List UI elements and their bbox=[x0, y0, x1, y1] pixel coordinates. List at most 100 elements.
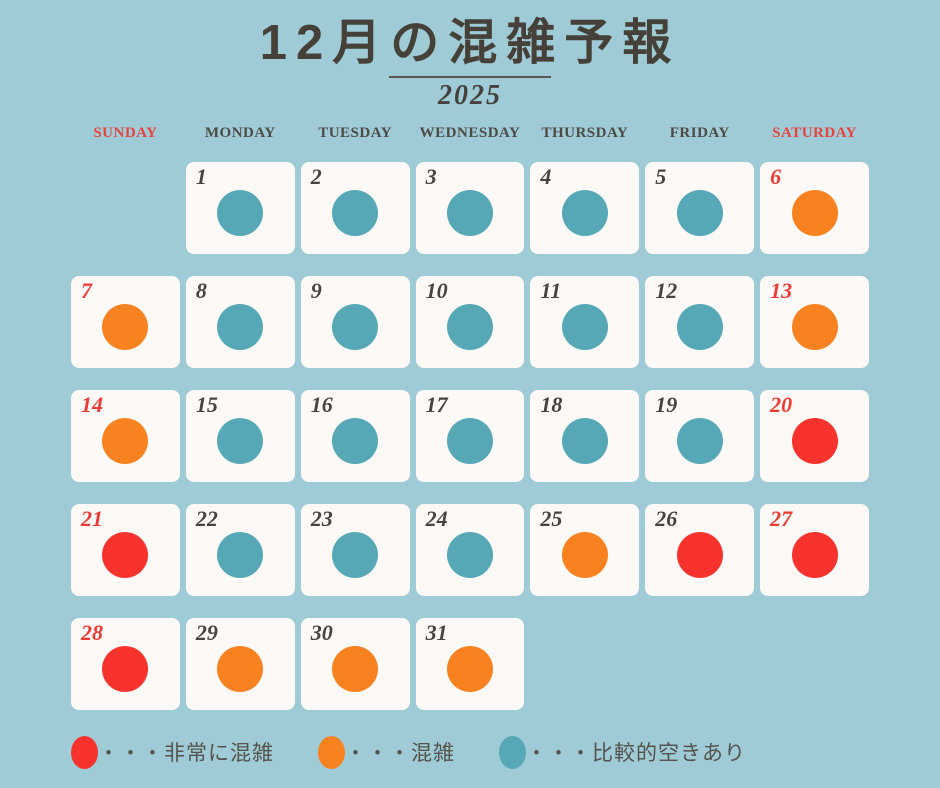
day-number: 14 bbox=[81, 391, 103, 417]
day-cell-14: 14 bbox=[71, 389, 180, 482]
day-cell-20: 20 bbox=[760, 389, 869, 482]
status-dot-relatively-free bbox=[561, 303, 608, 350]
header: 12月の混雑予報 2025 bbox=[0, 0, 940, 112]
legend-dot-crowded bbox=[318, 735, 345, 769]
page-title: 12月の混雑予報 bbox=[259, 16, 681, 70]
day-cell-23: 23 bbox=[300, 503, 410, 596]
day-number: 25 bbox=[540, 505, 563, 531]
status-dot-crowded bbox=[791, 303, 838, 350]
day-cell-17: 17 bbox=[415, 389, 525, 482]
day-cell-2: 2 bbox=[300, 161, 410, 254]
day-number: 20 bbox=[770, 391, 793, 417]
status-dot-relatively-free bbox=[676, 303, 723, 350]
status-dot-relatively-free bbox=[217, 303, 264, 350]
status-dot-relatively-free bbox=[332, 303, 379, 350]
year-label: 2025 bbox=[438, 79, 502, 111]
day-cell-31: 31 bbox=[415, 617, 525, 710]
day-cell-24: 24 bbox=[415, 503, 525, 596]
weekday-label-wednesday: WEDNESDAY bbox=[419, 124, 521, 141]
status-dot-relatively-free bbox=[217, 531, 264, 578]
day-number: 6 bbox=[770, 163, 782, 189]
legend-item-relatively-free: ・・・比較的空きあり bbox=[499, 735, 746, 769]
status-dot-relatively-free bbox=[332, 531, 379, 578]
day-number: 11 bbox=[540, 277, 562, 303]
weekday-label-monday: MONDAY bbox=[204, 124, 276, 141]
status-dot-relatively-free bbox=[446, 531, 493, 578]
day-cell-1: 1 bbox=[185, 161, 295, 254]
day-number: 23 bbox=[310, 505, 333, 531]
legend-dot-relatively-free bbox=[499, 735, 526, 769]
day-cell-27: 27 bbox=[760, 503, 869, 596]
status-dot-very-crowded bbox=[102, 531, 149, 578]
weekday-label-thursday: THURSDAY bbox=[541, 124, 629, 141]
weekday-label-sunday: SUNDAY bbox=[93, 124, 158, 141]
status-dot-very-crowded bbox=[102, 645, 149, 692]
day-cell-4: 4 bbox=[530, 161, 640, 254]
day-number: 13 bbox=[770, 277, 793, 303]
day-number: 22 bbox=[195, 505, 218, 531]
day-number: 2 bbox=[310, 163, 322, 189]
day-number: 28 bbox=[81, 619, 103, 645]
weekday-label-tuesday: TUESDAY bbox=[318, 124, 393, 141]
status-dot-relatively-free bbox=[446, 417, 493, 464]
status-dot-crowded bbox=[102, 303, 149, 350]
day-number: 1 bbox=[195, 163, 207, 189]
day-cell-13: 13 bbox=[760, 275, 869, 368]
status-dot-very-crowded bbox=[791, 417, 838, 464]
status-dot-very-crowded bbox=[791, 531, 838, 578]
day-cell-15: 15 bbox=[185, 389, 295, 482]
day-number: 26 bbox=[655, 505, 678, 531]
calendar-grid: 1 2 3 4 5 6 7 8 9 10 11 12 13 14 15 16 17 18 19 20 21 22 23 24 2… bbox=[71, 161, 869, 710]
day-number: 31 bbox=[425, 619, 448, 645]
status-dot-relatively-free bbox=[217, 189, 264, 236]
legend-label: ・・・比較的空きあり bbox=[526, 742, 746, 766]
day-number: 21 bbox=[81, 505, 103, 531]
title-underline bbox=[389, 75, 551, 78]
day-cell-28: 28 bbox=[71, 617, 180, 710]
status-dot-crowded bbox=[446, 645, 493, 692]
day-number: 3 bbox=[425, 163, 437, 189]
status-dot-relatively-free bbox=[561, 417, 608, 464]
day-cell-11: 11 bbox=[530, 275, 640, 368]
day-number: 30 bbox=[310, 619, 333, 645]
day-cell-5: 5 bbox=[645, 161, 755, 254]
weekday-label-saturday: SATURDAY bbox=[772, 124, 857, 141]
status-dot-relatively-free bbox=[332, 189, 379, 236]
status-dot-very-crowded bbox=[676, 531, 723, 578]
day-number: 18 bbox=[540, 391, 563, 417]
day-number: 5 bbox=[655, 163, 667, 189]
day-cell-29: 29 bbox=[185, 617, 295, 710]
day-number: 10 bbox=[425, 277, 448, 303]
day-number: 4 bbox=[540, 163, 552, 189]
day-cell-18: 18 bbox=[530, 389, 640, 482]
day-cell-10: 10 bbox=[415, 275, 525, 368]
day-number: 16 bbox=[310, 391, 333, 417]
day-cell-30: 30 bbox=[300, 617, 410, 710]
day-number: 17 bbox=[425, 391, 448, 417]
day-cell-9: 9 bbox=[300, 275, 410, 368]
day-number: 12 bbox=[655, 277, 678, 303]
legend-label: ・・・非常に混雑 bbox=[98, 742, 274, 766]
day-number: 24 bbox=[425, 505, 448, 531]
status-dot-relatively-free bbox=[332, 417, 379, 464]
day-cell-8: 8 bbox=[185, 275, 295, 368]
day-cell-3: 3 bbox=[415, 161, 525, 254]
day-cell-21: 21 bbox=[71, 503, 180, 596]
legend-label: ・・・混雑 bbox=[345, 742, 455, 766]
weekday-header-row: SUNDAY MONDAY TUESDAY WEDNESDAY THURSDAY FRID… bbox=[71, 125, 869, 142]
weekday-label-friday: FRIDAY bbox=[669, 124, 730, 141]
day-number: 19 bbox=[655, 391, 678, 417]
day-number: 9 bbox=[310, 277, 322, 303]
status-dot-crowded bbox=[102, 417, 149, 464]
status-dot-relatively-free bbox=[561, 189, 608, 236]
status-dot-crowded bbox=[561, 531, 608, 578]
status-dot-crowded bbox=[791, 189, 838, 236]
day-cell-7: 7 bbox=[71, 275, 180, 368]
legend-dot-very-crowded bbox=[71, 735, 98, 769]
day-number: 15 bbox=[195, 391, 218, 417]
status-dot-relatively-free bbox=[446, 189, 493, 236]
day-number: 7 bbox=[81, 277, 92, 303]
status-dot-relatively-free bbox=[676, 417, 723, 464]
status-dot-relatively-free bbox=[446, 303, 493, 350]
status-dot-crowded bbox=[217, 645, 264, 692]
